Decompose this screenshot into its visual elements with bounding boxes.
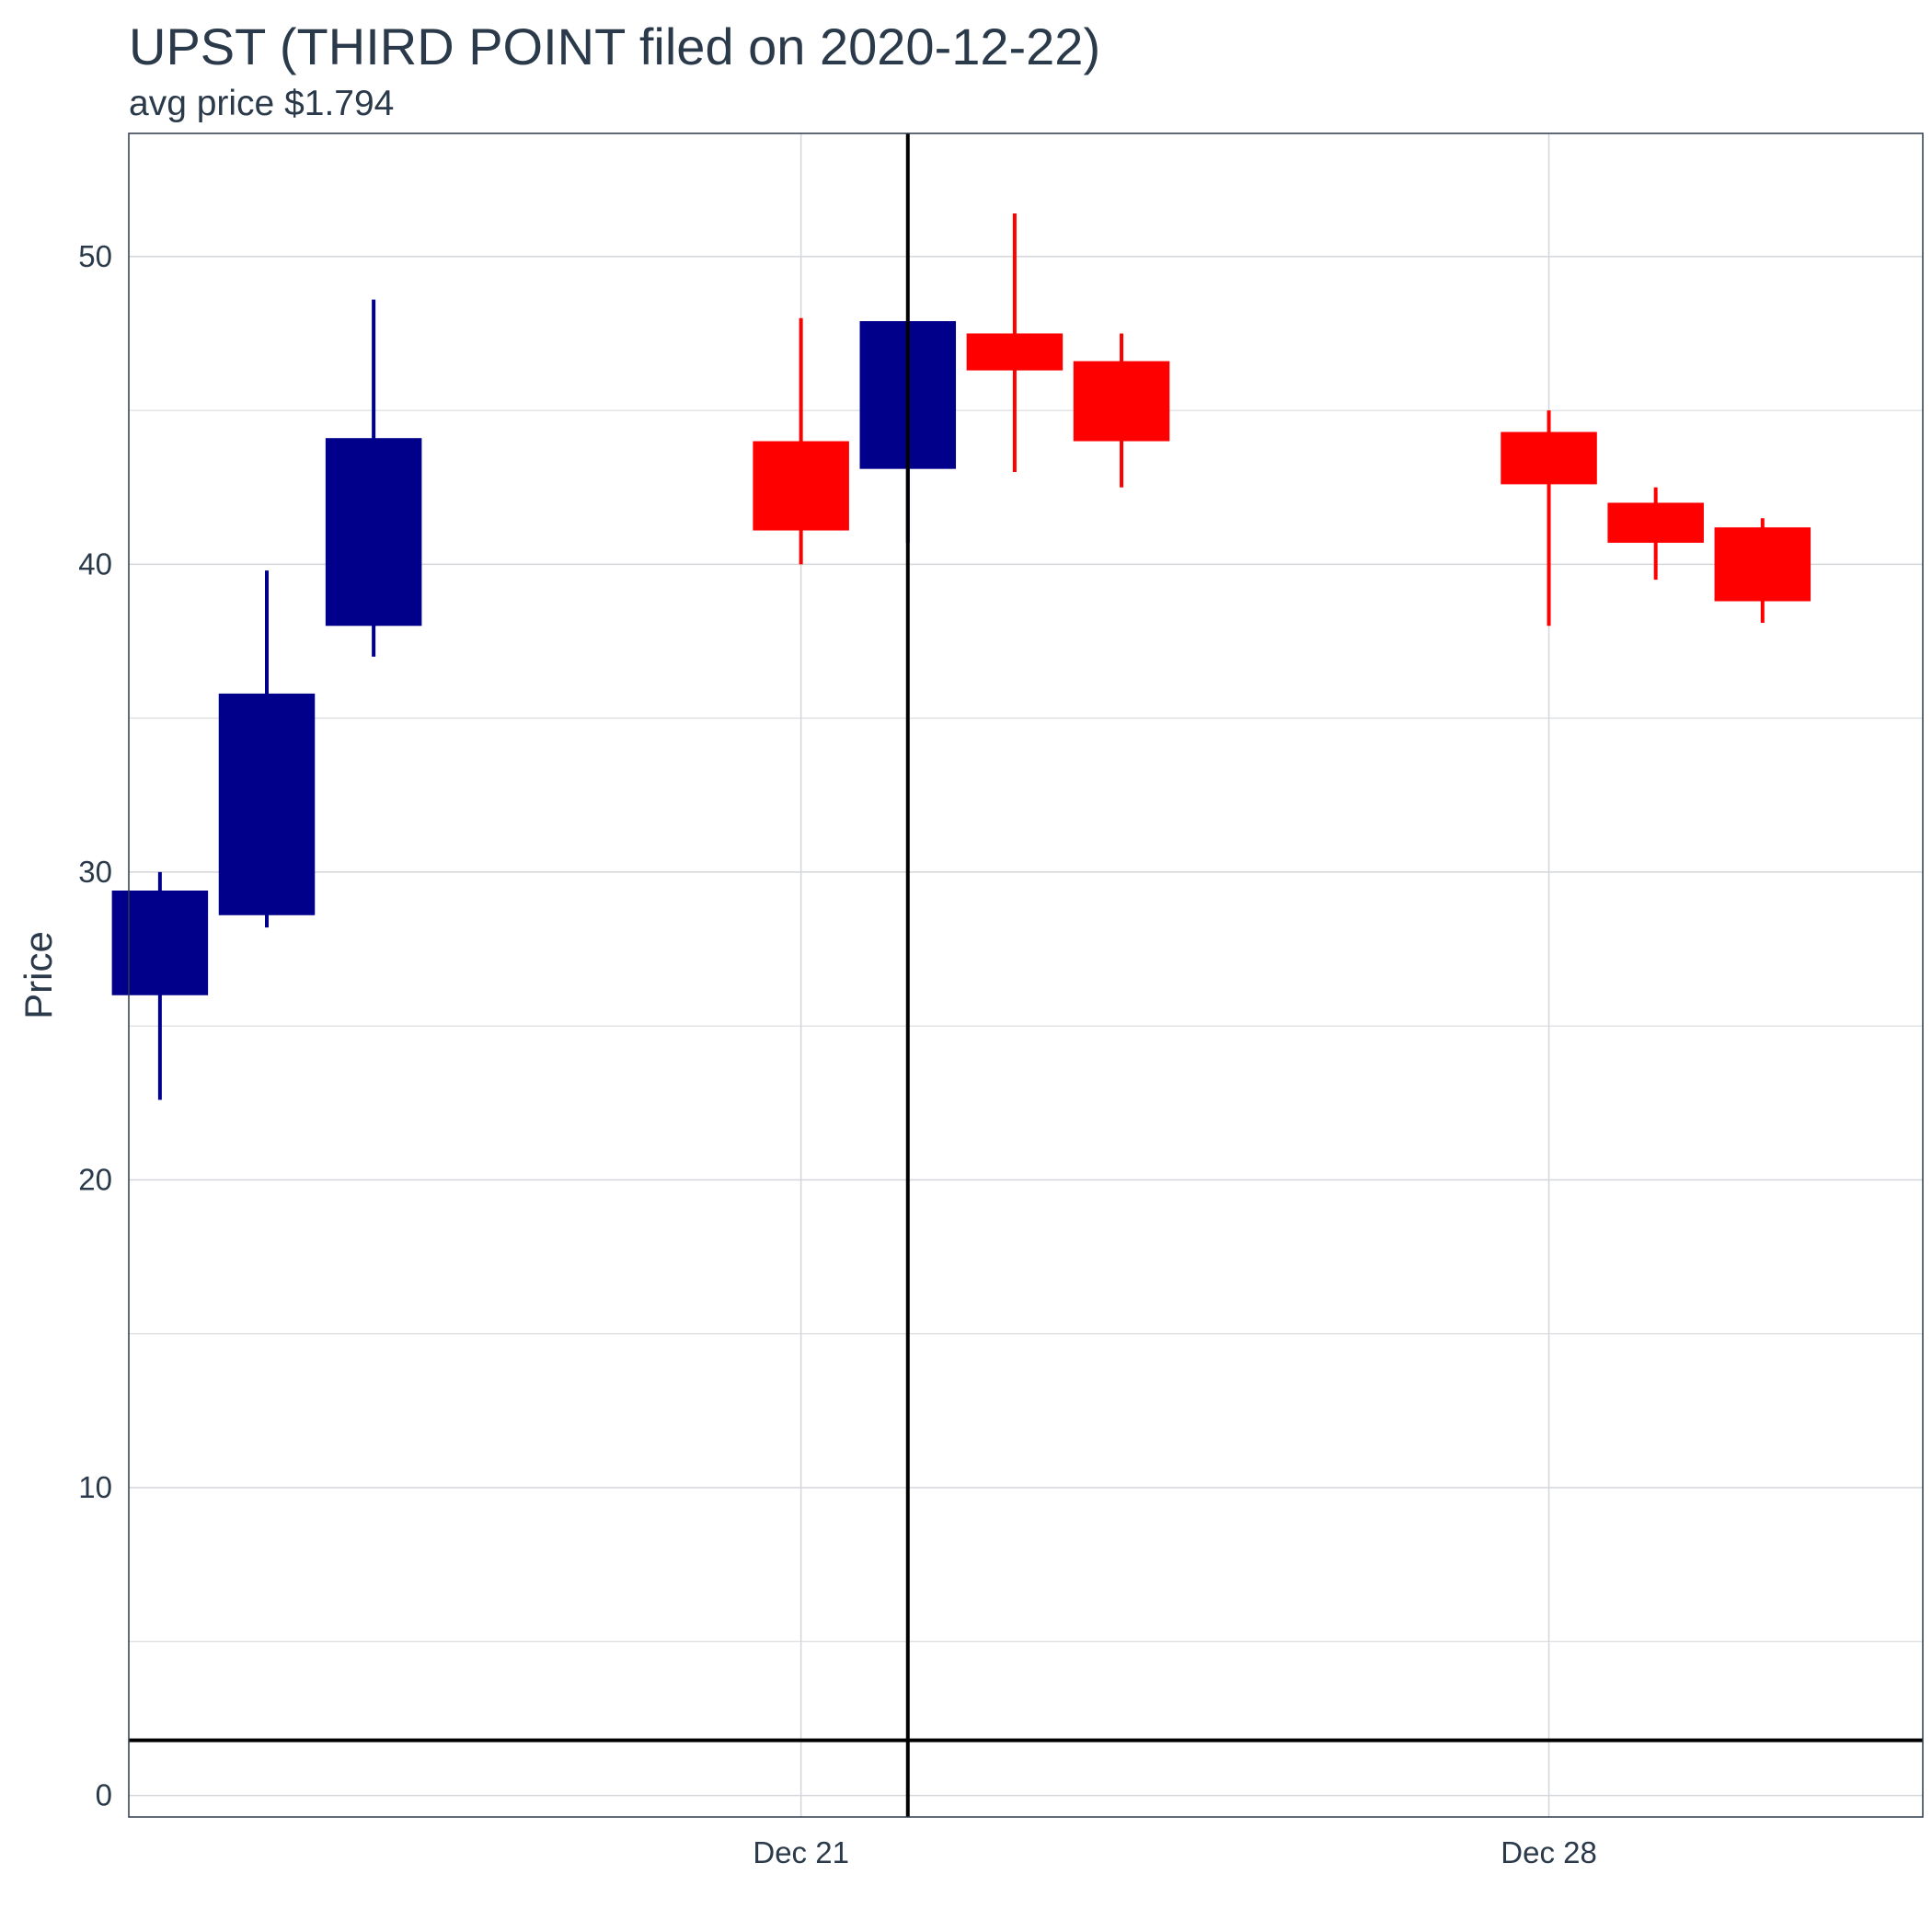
grid-lines: [129, 133, 1923, 1817]
y-tick-label: 30: [78, 855, 112, 889]
chart-title: UPST (THIRD POINT filed on 2020-12-22): [129, 17, 1100, 75]
candle: [1073, 333, 1170, 488]
candle: [1501, 410, 1597, 627]
candle-body: [218, 693, 316, 915]
candles: [111, 213, 1811, 1100]
candle-body: [1607, 502, 1704, 543]
candle: [218, 570, 316, 928]
y-tick-label: 40: [78, 546, 112, 581]
candle-body: [1073, 361, 1170, 442]
candle-body: [111, 890, 209, 995]
candle-body: [1501, 431, 1597, 485]
candle: [1607, 487, 1704, 581]
candle: [1714, 518, 1811, 623]
reference-lines: [129, 133, 1923, 1817]
candle: [111, 871, 209, 1100]
chart-subtitle: avg price $1.794: [129, 84, 394, 123]
candle-body: [1714, 527, 1811, 602]
candle-body: [325, 438, 422, 627]
candle-body: [966, 333, 1064, 371]
plot-panel-border: [128, 132, 1924, 1818]
y-axis-label: Price: [17, 931, 60, 1019]
y-tick-label: 50: [78, 239, 112, 273]
x-tick-label: Dec 28: [1501, 1835, 1597, 1869]
candle: [753, 317, 849, 565]
y-tick-label: 0: [96, 1778, 112, 1812]
y-tick-label: 20: [78, 1162, 112, 1196]
candle: [966, 213, 1064, 473]
x-tick-label: Dec 21: [753, 1835, 849, 1869]
y-tick-label: 10: [78, 1470, 112, 1504]
candle-body: [753, 441, 849, 531]
axis-ticks: 0 10 20 30 40 50 Dec 21 Dec 28: [78, 239, 1597, 1869]
candle: [325, 299, 422, 657]
